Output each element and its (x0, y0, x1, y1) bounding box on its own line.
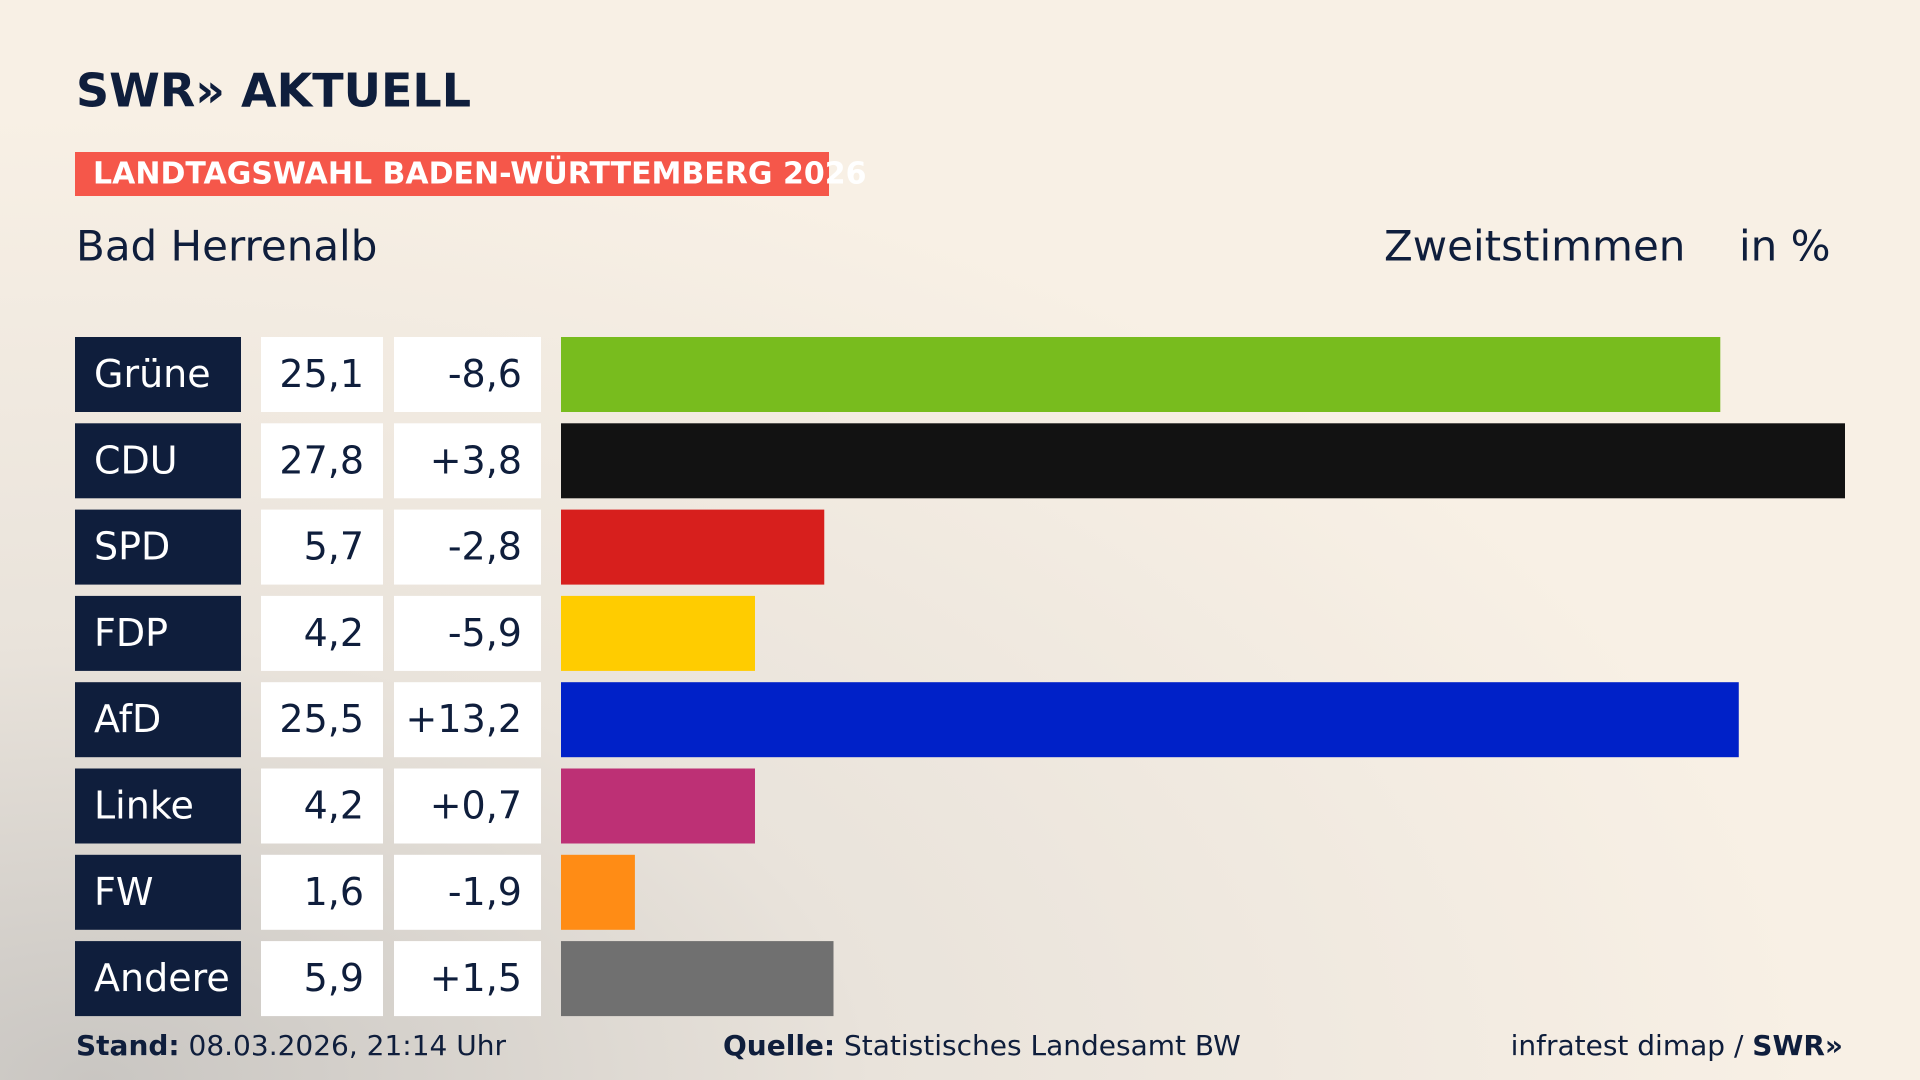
party-cell (75, 941, 241, 1017)
source: Quelle: Statistisches Landesamt BW (723, 1029, 1241, 1062)
value-label: 1,6 (304, 870, 364, 914)
change-cell (394, 337, 541, 412)
party-cell (75, 423, 241, 499)
change-cell (394, 595, 541, 671)
value-cell (261, 509, 383, 585)
change-cell (394, 423, 541, 499)
change-label: +3,8 (430, 438, 522, 482)
party-cell (75, 682, 241, 758)
party-cell (75, 768, 241, 844)
banner-bg (75, 152, 829, 196)
value-cell (261, 854, 383, 930)
change-cell (394, 768, 541, 844)
value-cell (261, 768, 383, 844)
party-name: AfD (94, 697, 161, 741)
bar (561, 941, 834, 1017)
bar (561, 768, 755, 844)
stand-value: 08.03.2026, 21:14 Uhr (189, 1029, 507, 1062)
source-value: Statistisches Landesamt BW (844, 1029, 1241, 1062)
change-cell (394, 854, 541, 930)
value-label: 5,9 (304, 956, 364, 1000)
bar (561, 854, 635, 930)
logo: SWR» AKTUELL (76, 64, 471, 118)
change-label: -1,9 (448, 870, 522, 914)
party-name: Andere (94, 956, 230, 1000)
party-name: CDU (94, 438, 178, 482)
value-label: 4,2 (304, 784, 364, 828)
change-label: +13,2 (406, 697, 522, 741)
party-name: FDP (94, 611, 168, 655)
measure: Zweitstimmen (1384, 222, 1685, 271)
party-name: FW (94, 870, 153, 914)
value-label: 27,8 (279, 438, 364, 482)
change-label: +0,7 (430, 784, 522, 828)
rows: Grüne 25,1 -8,6 CDU 27,8 +3,8 SPD 5,7 -2,8 FDP 4,2… (75, 337, 1845, 1017)
location: Bad Herrenalb (76, 222, 377, 271)
change-label: -5,9 (448, 611, 522, 655)
credit: infratest dimap / SWR» (1511, 1029, 1843, 1062)
credit-logo: SWR» (1752, 1029, 1843, 1062)
bar (561, 509, 825, 585)
stand-label: Stand: (76, 1029, 180, 1062)
change-label: -8,6 (448, 352, 522, 396)
value-cell (261, 423, 383, 499)
change-label: +1,5 (430, 956, 522, 1000)
party-cell (75, 337, 241, 412)
bar (561, 337, 1721, 412)
value-label: 5,7 (304, 525, 364, 569)
value-cell (261, 337, 383, 412)
change-label: -2,8 (448, 525, 522, 569)
banner: LANDTAGSWAHL BADEN-WÜRTTEMBERG 2026 (93, 155, 866, 192)
value-label: 25,1 (279, 352, 364, 396)
value-label: 4,2 (304, 611, 364, 655)
change-cell (394, 509, 541, 585)
bar (561, 595, 755, 671)
value-cell (261, 595, 383, 671)
party-name: SPD (94, 525, 170, 569)
bar (561, 423, 1845, 499)
value-label: 25,5 (279, 697, 364, 741)
party-cell (75, 509, 241, 585)
bar (561, 682, 1739, 758)
credit-text: infratest dimap / (1511, 1029, 1744, 1062)
stand: Stand: 08.03.2026, 21:14 Uhr (76, 1029, 506, 1062)
party-cell (75, 854, 241, 930)
change-cell (394, 941, 541, 1017)
party-cell (75, 595, 241, 671)
value-cell (261, 682, 383, 758)
change-cell (394, 682, 541, 758)
party-name: Linke (94, 784, 194, 828)
unit: in % (1739, 222, 1831, 271)
party-name: Grüne (94, 352, 211, 396)
value-cell (261, 941, 383, 1017)
source-label: Quelle: (723, 1029, 835, 1062)
